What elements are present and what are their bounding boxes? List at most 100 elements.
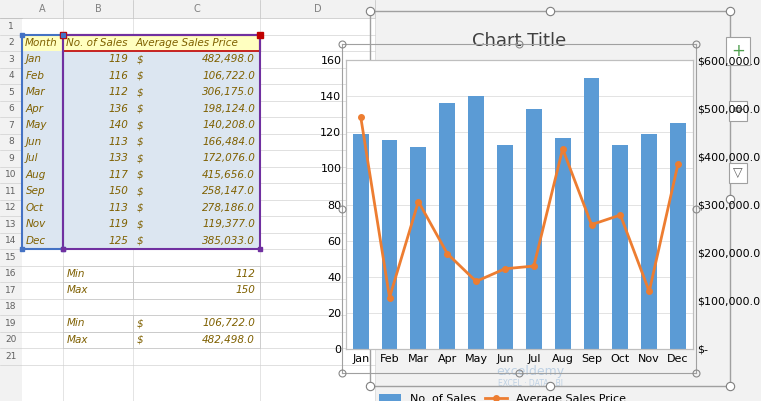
Text: Jun: Jun xyxy=(26,137,43,147)
Bar xyxy=(63,233,133,249)
Text: $: $ xyxy=(137,335,144,345)
Text: 136: 136 xyxy=(108,104,128,114)
Average Sales Price xyxy=(385,295,394,300)
Bar xyxy=(63,315,133,332)
Bar xyxy=(133,183,260,200)
Bar xyxy=(133,200,260,216)
Bar xyxy=(0,249,22,265)
Text: Sep: Sep xyxy=(26,186,46,196)
Bar xyxy=(381,140,397,349)
Text: 13: 13 xyxy=(5,220,17,229)
Bar xyxy=(63,150,133,166)
Bar xyxy=(22,233,63,249)
Text: Month: Month xyxy=(25,38,58,48)
Bar xyxy=(133,265,260,282)
Text: $: $ xyxy=(137,54,144,64)
Bar xyxy=(22,51,63,67)
Bar xyxy=(22,166,63,183)
Bar xyxy=(63,117,133,134)
Text: Average Sales Price: Average Sales Price xyxy=(136,38,239,48)
Text: 258,147.0: 258,147.0 xyxy=(202,186,255,196)
Line: Average Sales Price: Average Sales Price xyxy=(358,114,681,300)
Text: 119,377.0: 119,377.0 xyxy=(202,219,255,229)
Text: $: $ xyxy=(137,318,144,328)
Text: 17: 17 xyxy=(5,286,17,295)
Text: 3: 3 xyxy=(8,55,14,64)
Text: 18: 18 xyxy=(5,302,17,311)
Bar xyxy=(468,96,484,349)
Bar xyxy=(22,18,375,401)
Text: 20: 20 xyxy=(5,335,17,344)
Bar xyxy=(22,67,63,84)
Text: Oct: Oct xyxy=(26,203,44,213)
Bar xyxy=(63,101,133,117)
Text: 106,722.0: 106,722.0 xyxy=(202,318,255,328)
Text: 113: 113 xyxy=(108,137,128,147)
Bar xyxy=(63,265,133,282)
Bar xyxy=(63,34,133,51)
Bar xyxy=(22,101,63,117)
Text: 482,498.0: 482,498.0 xyxy=(202,335,255,345)
Text: Apr: Apr xyxy=(26,104,44,114)
Bar xyxy=(22,216,63,233)
Bar xyxy=(353,134,368,349)
Text: 116: 116 xyxy=(108,71,128,81)
Bar xyxy=(133,233,260,249)
Bar xyxy=(613,145,629,349)
Text: 113: 113 xyxy=(108,203,128,213)
Text: 119: 119 xyxy=(108,219,128,229)
Text: Nov: Nov xyxy=(26,219,46,229)
Bar xyxy=(63,84,133,101)
Average Sales Price xyxy=(414,199,423,204)
Bar xyxy=(0,150,22,166)
Text: 133: 133 xyxy=(108,153,128,163)
Text: Feb: Feb xyxy=(26,71,45,81)
Bar xyxy=(133,34,260,51)
Text: 12: 12 xyxy=(5,203,17,212)
Bar xyxy=(63,51,133,67)
Bar xyxy=(133,166,260,183)
Bar xyxy=(63,67,133,84)
Average Sales Price xyxy=(587,222,596,227)
Bar xyxy=(0,233,22,249)
Bar xyxy=(133,332,260,348)
Text: May: May xyxy=(26,120,47,130)
Bar xyxy=(22,84,63,101)
Text: 14: 14 xyxy=(5,236,17,245)
Text: 140,208.0: 140,208.0 xyxy=(202,120,255,130)
Bar xyxy=(22,183,63,200)
Text: $: $ xyxy=(137,104,144,114)
Bar xyxy=(133,150,260,166)
Text: D: D xyxy=(314,4,321,14)
Legend: No. of Sales, Average Sales Price: No. of Sales, Average Sales Price xyxy=(374,389,630,401)
Text: 106,722.0: 106,722.0 xyxy=(202,71,255,81)
Bar xyxy=(133,134,260,150)
Text: 117: 117 xyxy=(108,170,128,180)
Bar xyxy=(555,138,571,349)
Average Sales Price xyxy=(645,289,654,294)
Text: 415,656.0: 415,656.0 xyxy=(202,170,255,180)
Text: Aug: Aug xyxy=(26,170,46,180)
Text: 119: 119 xyxy=(108,54,128,64)
Text: ▽: ▽ xyxy=(733,166,743,180)
Bar xyxy=(133,51,260,67)
Text: 112: 112 xyxy=(235,269,255,279)
Bar xyxy=(526,109,542,349)
Bar xyxy=(0,67,22,84)
Bar xyxy=(22,117,63,134)
Bar xyxy=(0,134,22,150)
Bar xyxy=(497,145,513,349)
Text: 166,484.0: 166,484.0 xyxy=(202,137,255,147)
Average Sales Price xyxy=(616,213,625,217)
Text: $: $ xyxy=(137,170,144,180)
Text: 15: 15 xyxy=(5,253,17,262)
Text: $: $ xyxy=(137,87,144,97)
Bar xyxy=(642,134,658,349)
Average Sales Price xyxy=(673,161,683,166)
Bar xyxy=(63,200,133,216)
Bar xyxy=(133,117,260,134)
Bar xyxy=(133,101,260,117)
Average Sales Price xyxy=(558,146,567,151)
Bar xyxy=(0,265,22,282)
Bar xyxy=(0,0,375,18)
